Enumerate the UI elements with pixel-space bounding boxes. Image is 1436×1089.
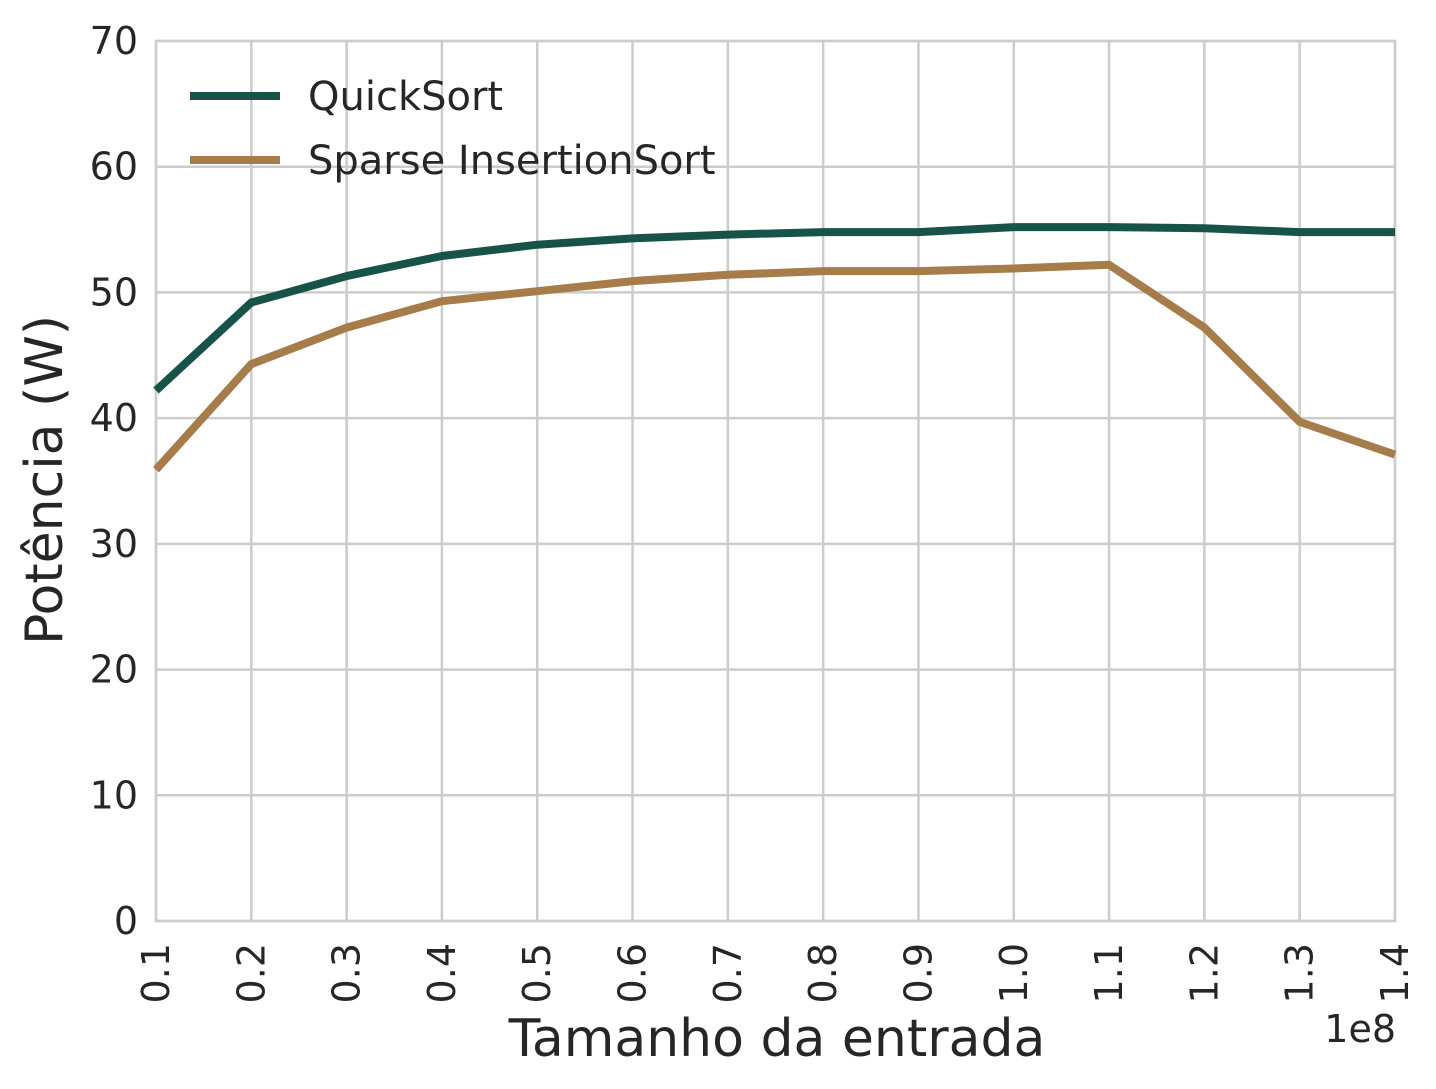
x-tick-label: 0.1: [134, 943, 178, 1003]
y-tick-label: 0: [114, 899, 138, 943]
x-tick-label: 1.4: [1373, 943, 1417, 1003]
legend-label: QuickSort: [308, 74, 503, 120]
y-tick-label: 70: [90, 19, 138, 63]
y-tick-label: 50: [90, 270, 138, 314]
y-tick-label: 60: [90, 145, 138, 189]
x-tick-label: 0.6: [611, 943, 655, 1003]
x-tick-labels: 0.1 0.2 0.3 0.4 0.5 0.6 0.7 0.8 0.9 1.0 1.1 1.2 1.3 1…: [134, 943, 1417, 1003]
x-tick-label: 0.9: [896, 943, 940, 1003]
y-tick-label: 20: [90, 648, 138, 692]
x-tick-label: 0.4: [420, 943, 464, 1003]
y-tick-label: 10: [90, 773, 138, 817]
x-tick-label: 1.1: [1087, 943, 1131, 1003]
x-tick-label: 0.8: [801, 943, 845, 1003]
x-axis-offset-label: 1e8: [1324, 1007, 1396, 1051]
legend: QuickSort Sparse InsertionSort: [190, 74, 716, 184]
plot-frame: [154, 39, 1397, 923]
y-tick-labels: 0 10 20 30 40 50 60 70: [90, 19, 138, 943]
x-tick-label: 0.5: [515, 943, 559, 1003]
x-tick-label: 0.2: [229, 943, 273, 1003]
y-axis-label: Potência (W): [15, 315, 75, 645]
x-tick-label: 1.2: [1182, 943, 1226, 1003]
x-tick-label: 0.3: [325, 943, 369, 1003]
legend-label: Sparse InsertionSort: [308, 138, 716, 184]
x-tick-label: 0.7: [706, 943, 750, 1003]
series-line-sparse-insertionsort: [153, 260, 1397, 473]
y-tick-label: 30: [90, 522, 138, 566]
series-lines: [153, 223, 1397, 473]
x-axis-label: Tamanho da entrada: [508, 1009, 1046, 1069]
series-line-quicksort: [153, 223, 1395, 394]
x-tick-label: 1.3: [1278, 943, 1322, 1003]
x-tick-label: 1.0: [992, 943, 1036, 1003]
y-tick-label: 40: [90, 396, 138, 440]
